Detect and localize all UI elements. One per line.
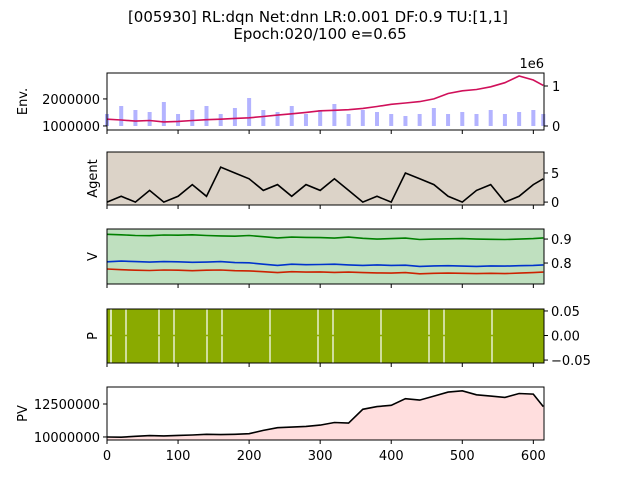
volume-bar — [275, 112, 280, 126]
offset-label: 1e6 — [519, 57, 544, 72]
y-tick-label: 0 — [551, 196, 559, 211]
volume-bar — [190, 110, 195, 126]
subtitle: Epoch:020/100 e=0.65 — [233, 25, 406, 43]
y-tick-label: 0.05 — [551, 305, 580, 320]
x-tick-label: 400 — [379, 449, 404, 464]
volume-bar — [147, 112, 152, 126]
x-tick-label: 300 — [308, 449, 333, 464]
plot-background — [107, 152, 544, 205]
volume-bar — [417, 114, 422, 126]
x-tick-label: 200 — [237, 449, 262, 464]
y-tick-label: 10000000 — [34, 431, 100, 446]
y-axis-label: PV — [16, 405, 31, 422]
volume-bar — [360, 110, 365, 126]
volume-bar — [289, 106, 294, 126]
y-tick-label: 5 — [551, 167, 559, 182]
series-line — [106, 268, 544, 275]
volume-bar — [261, 110, 266, 126]
volume-bar — [502, 114, 507, 126]
volume-bar — [318, 110, 323, 126]
area — [107, 390, 544, 440]
y-tick-label: 1000000 — [42, 120, 100, 135]
y-axis-label: Agent — [86, 159, 101, 197]
x-tick-label: 100 — [166, 449, 191, 464]
volume-bar — [346, 114, 351, 126]
x-tick-label: 500 — [450, 449, 475, 464]
volume-bar — [541, 114, 546, 126]
volume-bar — [247, 98, 252, 126]
volume-bar — [204, 106, 209, 126]
plot-frame — [106, 72, 545, 131]
volume-bar — [133, 110, 138, 126]
volume-bar — [460, 112, 465, 126]
x-tick-label: 600 — [521, 449, 546, 464]
y-tick-label: 12500000 — [34, 398, 100, 413]
volume-bar — [161, 102, 166, 126]
y2-tick-label: 1 — [552, 80, 560, 95]
series-line — [106, 75, 544, 123]
volume-bar — [389, 114, 394, 126]
y-tick-label: 0.8 — [551, 257, 572, 272]
volume-bar — [176, 114, 181, 126]
y-axis-label: P — [86, 332, 101, 340]
series-line — [106, 389, 544, 439]
y-tick-label: −0.05 — [551, 354, 591, 369]
plot-frame — [106, 386, 545, 441]
y-tick-label: 2000000 — [42, 93, 100, 108]
y2-tick-label: 0 — [552, 120, 560, 135]
volume-bar — [232, 108, 237, 126]
volume-bar — [332, 104, 337, 126]
series-line — [106, 260, 544, 268]
volume-bar — [375, 112, 380, 126]
volume-bar — [517, 112, 522, 126]
volume-bar — [303, 114, 308, 126]
y-axis-label: V — [86, 252, 101, 261]
volume-bar — [119, 106, 124, 126]
series-line — [106, 233, 544, 241]
volume-bar — [531, 110, 536, 126]
y-tick-label: 0.00 — [551, 330, 580, 345]
volume-bar — [403, 116, 408, 126]
volume-bar — [488, 110, 493, 126]
volume-bar — [446, 114, 451, 126]
volume-bar — [474, 114, 479, 126]
y-axis-label: Env. — [16, 88, 31, 115]
y-tick-label: 0.9 — [551, 233, 572, 248]
title: [005930] RL:dqn Net:dnn LR:0.001 DF:0.9 … — [128, 8, 508, 26]
volume-bar — [431, 108, 436, 126]
series-line — [106, 166, 544, 204]
x-tick-label: 0 — [103, 449, 111, 464]
plot-frame — [106, 151, 545, 206]
plot-frame — [106, 228, 545, 285]
